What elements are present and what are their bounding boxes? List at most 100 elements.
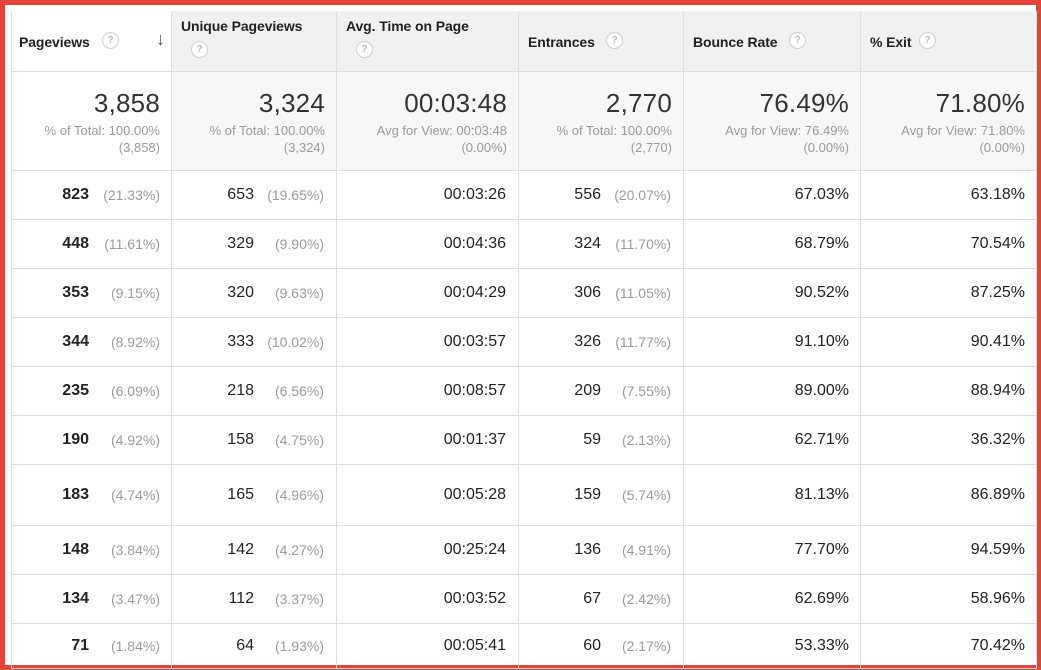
cell-exit: 58.96% [861, 575, 1037, 624]
total-cell-pageviews: 3,858 % of Total: 100.00% (3,858) [11, 72, 172, 171]
cell-entrances: 136 (4.91%) [519, 526, 684, 575]
cell-unique-pageviews: 333 (10.02%) [172, 318, 337, 367]
cell-pageviews: 353 (9.15%) [11, 269, 172, 318]
help-icon[interactable]: ? [919, 32, 936, 49]
cell-avg-time: 00:03:26 [337, 171, 519, 220]
col-header-bounce-rate[interactable]: Bounce Rate ? [684, 11, 861, 72]
total-subtext: Avg for View: 00:03:48 (0.00%) [376, 123, 507, 155]
total-cell-exit: 71.80% Avg for View: 71.80% (0.00%) [861, 72, 1037, 171]
cell-unique-pageviews: 158 (4.75%) [172, 416, 337, 465]
total-value: 76.49% [759, 88, 849, 118]
cell-entrances: 60 (2.17%) [519, 624, 684, 669]
cell-bounce-rate: 53.33% [684, 624, 861, 669]
col-header-avg-time-on-page[interactable]: Avg. Time on Page ? [337, 11, 519, 72]
help-icon[interactable]: ? [606, 32, 623, 49]
cell-avg-time: 00:25:24 [337, 526, 519, 575]
cell-avg-time: 00:08:57 [337, 367, 519, 416]
cell-exit: 70.54% [861, 220, 1037, 269]
cell-unique-pageviews: 112 (3.37%) [172, 575, 337, 624]
cell-entrances: 209 (7.55%) [519, 367, 684, 416]
cell-exit: 36.32% [861, 416, 1037, 465]
total-subtext: % of Total: 100.00% (3,324) [209, 123, 325, 155]
total-value: 3,858 [93, 88, 160, 118]
cell-bounce-rate: 62.69% [684, 575, 861, 624]
cell-avg-time: 00:05:41 [337, 624, 519, 669]
col-header-entrances[interactable]: Entrances ? [519, 11, 684, 72]
cell-avg-time: 00:05:28 [337, 465, 519, 526]
cell-pageviews: 71 (1.84%) [11, 624, 172, 669]
table-row[interactable]: 448 (11.61%) 329 (9.90%) 00:04:36 324 (11.7… [11, 220, 1037, 269]
cell-unique-pageviews: 329 (9.90%) [172, 220, 337, 269]
cell-entrances: 67 (2.42%) [519, 575, 684, 624]
table-row[interactable]: 134 (3.47%) 112 (3.37%) 00:03:52 67 (2.42%)… [11, 575, 1037, 624]
cell-exit: 86.89% [861, 465, 1037, 526]
cell-unique-pageviews: 142 (4.27%) [172, 526, 337, 575]
help-icon[interactable]: ? [356, 41, 373, 58]
cell-avg-time: 00:01:37 [337, 416, 519, 465]
cell-bounce-rate: 89.00% [684, 367, 861, 416]
cell-pageviews: 235 (6.09%) [11, 367, 172, 416]
cell-avg-time: 00:03:52 [337, 575, 519, 624]
cell-bounce-rate: 67.03% [684, 171, 861, 220]
col-header-pageviews[interactable]: Pageviews ? ↓ [11, 11, 172, 72]
cell-unique-pageviews: 218 (6.56%) [172, 367, 337, 416]
cell-unique-pageviews: 320 (9.63%) [172, 269, 337, 318]
cell-exit: 88.94% [861, 367, 1037, 416]
total-cell-bounce-rate: 76.49% Avg for View: 76.49% (0.00%) [684, 72, 861, 171]
cell-pageviews: 448 (11.61%) [11, 220, 172, 269]
table-row[interactable]: 235 (6.09%) 218 (6.56%) 00:08:57 209 (7.55%… [11, 367, 1037, 416]
cell-entrances: 59 (2.13%) [519, 416, 684, 465]
col-header-label: Avg. Time on Page [346, 18, 469, 34]
cell-pageviews: 344 (8.92%) [11, 318, 172, 367]
cell-entrances: 324 (11.70%) [519, 220, 684, 269]
total-value: 3,324 [258, 88, 325, 118]
cell-avg-time: 00:03:57 [337, 318, 519, 367]
cell-pageviews: 823 (21.33%) [11, 171, 172, 220]
cell-bounce-rate: 90.52% [684, 269, 861, 318]
table-row[interactable]: 71 (1.84%) 64 (1.93%) 00:05:41 60 (2.17%) 5… [11, 624, 1037, 669]
col-header-label: % Exit [870, 34, 912, 50]
table-row[interactable]: 148 (3.84%) 142 (4.27%) 00:25:24 136 (4.91%… [11, 526, 1037, 575]
cell-unique-pageviews: 64 (1.93%) [172, 624, 337, 669]
table-row[interactable]: 353 (9.15%) 320 (9.63%) 00:04:29 306 (11.05… [11, 269, 1037, 318]
total-cell-avg-time: 00:03:48 Avg for View: 00:03:48 (0.00%) [337, 72, 519, 171]
cell-pageviews: 148 (3.84%) [11, 526, 172, 575]
cell-exit: 63.18% [861, 171, 1037, 220]
cell-pageviews: 190 (4.92%) [11, 416, 172, 465]
col-header-exit[interactable]: % Exit ? [861, 11, 1037, 72]
total-value: 71.80% [935, 88, 1025, 118]
cell-exit: 70.42% [861, 624, 1037, 669]
sort-descending-icon[interactable]: ↓ [156, 29, 165, 49]
cell-exit: 87.25% [861, 269, 1037, 318]
total-value: 2,770 [605, 88, 672, 118]
help-icon[interactable]: ? [102, 32, 119, 49]
total-subtext: % of Total: 100.00% (3,858) [44, 123, 160, 155]
cell-bounce-rate: 91.10% [684, 318, 861, 367]
cell-exit: 94.59% [861, 526, 1037, 575]
table-row[interactable]: 190 (4.92%) 158 (4.75%) 00:01:37 59 (2.13%)… [11, 416, 1037, 465]
total-subtext: Avg for View: 76.49% (0.00%) [725, 123, 849, 155]
total-cell-entrances: 2,770 % of Total: 100.00% (2,770) [519, 72, 684, 171]
cell-bounce-rate: 81.13% [684, 465, 861, 526]
table-row[interactable]: 823 (21.33%) 653 (19.65%) 00:03:26 556 (20.… [11, 171, 1037, 220]
total-subtext: % of Total: 100.00% (2,770) [556, 123, 672, 155]
table-row[interactable]: 344 (8.92%) 333 (10.02%) 00:03:57 326 (11.7… [11, 318, 1037, 367]
cell-entrances: 556 (20.07%) [519, 171, 684, 220]
cell-pageviews: 134 (3.47%) [11, 575, 172, 624]
total-cell-unique-pageviews: 3,324 % of Total: 100.00% (3,324) [172, 72, 337, 171]
col-header-label: Pageviews [19, 34, 90, 50]
help-icon[interactable]: ? [191, 41, 208, 58]
table-row[interactable]: 183 (4.74%) 165 (4.96%) 00:05:28 159 (5.74%… [11, 465, 1037, 526]
total-subtext: Avg for View: 71.80% (0.00%) [901, 123, 1025, 155]
col-header-unique-pageviews[interactable]: Unique Pageviews ? [172, 11, 337, 72]
cell-unique-pageviews: 653 (19.65%) [172, 171, 337, 220]
cell-entrances: 159 (5.74%) [519, 465, 684, 526]
total-value: 00:03:48 [404, 88, 507, 118]
cell-entrances: 306 (11.05%) [519, 269, 684, 318]
help-icon[interactable]: ? [789, 32, 806, 49]
cell-unique-pageviews: 165 (4.96%) [172, 465, 337, 526]
cell-bounce-rate: 68.79% [684, 220, 861, 269]
cell-avg-time: 00:04:29 [337, 269, 519, 318]
cell-bounce-rate: 62.71% [684, 416, 861, 465]
